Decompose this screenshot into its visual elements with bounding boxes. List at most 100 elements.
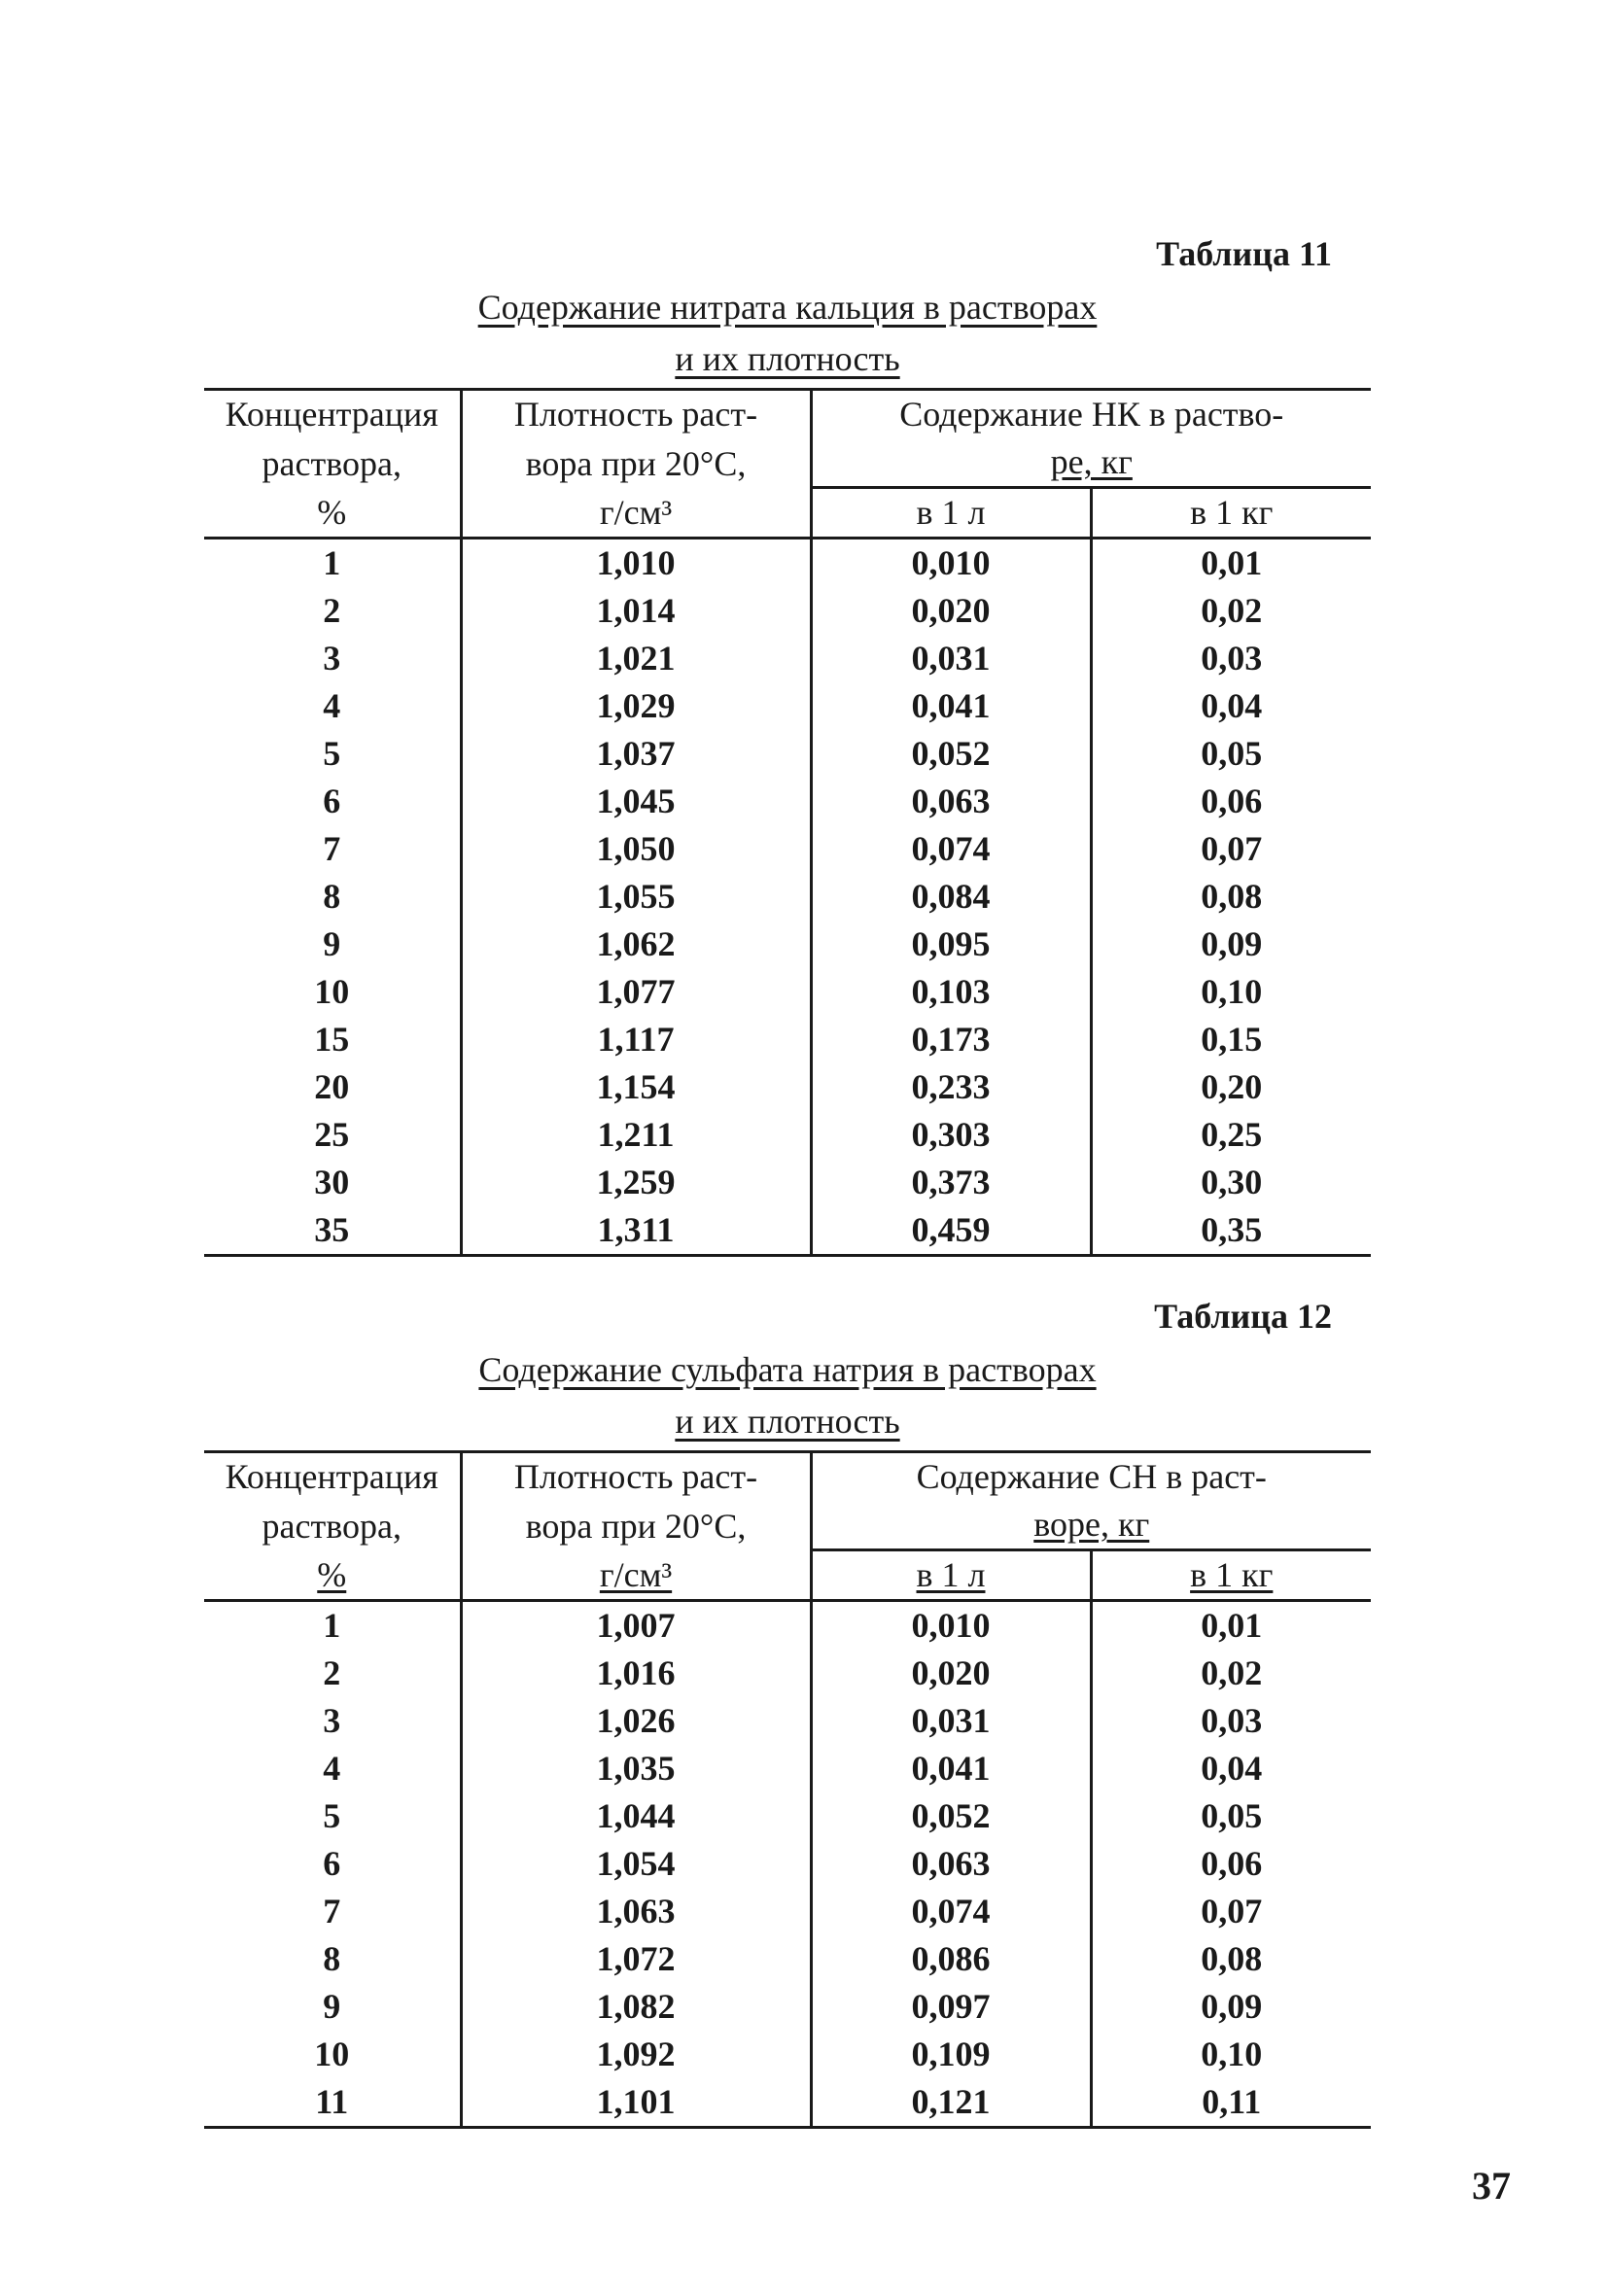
table-cell: 1,211 xyxy=(461,1111,811,1159)
table-cell: 0,103 xyxy=(811,968,1091,1016)
table-cell: 0,04 xyxy=(1091,682,1371,730)
table-cell: 0,04 xyxy=(1091,1745,1371,1792)
table-12: Концентрация Плотность раст- Содержание … xyxy=(204,1450,1371,2129)
table-cell: 1,026 xyxy=(461,1697,811,1745)
table-cell: 0,03 xyxy=(1091,635,1371,682)
table-cell: 0,010 xyxy=(811,539,1091,588)
table-cell: 0,09 xyxy=(1091,921,1371,968)
table-cell: 0,01 xyxy=(1091,539,1371,588)
col-header: Плотность раст- xyxy=(461,390,811,439)
table-cell: 7 xyxy=(204,825,461,873)
table-cell: 9 xyxy=(204,921,461,968)
table-cell: 1,063 xyxy=(461,1888,811,1935)
table-cell: 0,052 xyxy=(811,1792,1091,1840)
table-cell: 6 xyxy=(204,1840,461,1888)
col-header: г/см³ xyxy=(461,1550,811,1601)
table-cell: 1,072 xyxy=(461,1935,811,1983)
table-cell: 1,054 xyxy=(461,1840,811,1888)
table-cell: 0,086 xyxy=(811,1935,1091,1983)
col-subheader: в 1 л xyxy=(811,488,1091,539)
table-cell: 5 xyxy=(204,1792,461,1840)
table-cell: 1,044 xyxy=(461,1792,811,1840)
table-cell: 1,154 xyxy=(461,1063,811,1111)
col-subheader: в 1 кг xyxy=(1091,488,1371,539)
col-header: ре, кг xyxy=(811,438,1371,488)
table-cell: 10 xyxy=(204,2031,461,2078)
table-cell: 0,06 xyxy=(1091,778,1371,825)
table-cell: 0,08 xyxy=(1091,1935,1371,1983)
table-cell: 1 xyxy=(204,1601,461,1651)
col-header: Концентрация xyxy=(204,390,461,439)
table-cell: 0,07 xyxy=(1091,1888,1371,1935)
table-cell: 1,062 xyxy=(461,921,811,968)
table-cell: 0,020 xyxy=(811,587,1091,635)
table-cell: 0,15 xyxy=(1091,1016,1371,1063)
table-cell: 1,007 xyxy=(461,1601,811,1651)
table-cell: 7 xyxy=(204,1888,461,1935)
col-header: раствора, xyxy=(204,1501,461,1550)
table-cell: 0,06 xyxy=(1091,1840,1371,1888)
table-cell: 8 xyxy=(204,873,461,921)
col-subheader: в 1 кг xyxy=(1091,1550,1371,1601)
table-cell: 0,02 xyxy=(1091,1650,1371,1697)
col-header: Плотность раст- xyxy=(461,1452,811,1502)
table-cell: 0,074 xyxy=(811,825,1091,873)
table-cell: 1,055 xyxy=(461,873,811,921)
table-cell: 15 xyxy=(204,1016,461,1063)
table-cell: 1,014 xyxy=(461,587,811,635)
col-header: % xyxy=(204,1550,461,1601)
table-cell: 0,074 xyxy=(811,1888,1091,1935)
table-cell: 2 xyxy=(204,587,461,635)
table-11: Концентрация Плотность раст- Содержание … xyxy=(204,388,1371,1257)
table-cell: 0,08 xyxy=(1091,873,1371,921)
table-cell: 0,11 xyxy=(1091,2078,1371,2128)
table-cell: 1,050 xyxy=(461,825,811,873)
col-header: % xyxy=(204,488,461,539)
table-cell: 1 xyxy=(204,539,461,588)
table-cell: 0,01 xyxy=(1091,1601,1371,1651)
table-cell: 0,031 xyxy=(811,635,1091,682)
table-cell: 0,097 xyxy=(811,1983,1091,2031)
table-cell: 2 xyxy=(204,1650,461,1697)
table-cell: 1,029 xyxy=(461,682,811,730)
table-cell: 0,10 xyxy=(1091,968,1371,1016)
table-cell: 0,35 xyxy=(1091,1206,1371,1256)
table-cell: 1,101 xyxy=(461,2078,811,2128)
table-cell: 0,063 xyxy=(811,1840,1091,1888)
table-cell: 1,021 xyxy=(461,635,811,682)
table-cell: 3 xyxy=(204,635,461,682)
table-cell: 0,010 xyxy=(811,1601,1091,1651)
table-cell: 1,311 xyxy=(461,1206,811,1256)
table-cell: 6 xyxy=(204,778,461,825)
table-cell: 35 xyxy=(204,1206,461,1256)
table-cell: 10 xyxy=(204,968,461,1016)
col-header: г/см³ xyxy=(461,488,811,539)
table-label: Таблица 12 xyxy=(204,1296,1371,1337)
table-cell: 0,173 xyxy=(811,1016,1091,1063)
table-cell: 25 xyxy=(204,1111,461,1159)
table-cell: 1,092 xyxy=(461,2031,811,2078)
table-cell: 0,03 xyxy=(1091,1697,1371,1745)
table-cell: 0,095 xyxy=(811,921,1091,968)
table-cell: 0,02 xyxy=(1091,587,1371,635)
table-cell: 1,016 xyxy=(461,1650,811,1697)
table-cell: 0,041 xyxy=(811,1745,1091,1792)
table-cell: 0,052 xyxy=(811,730,1091,778)
table-cell: 1,037 xyxy=(461,730,811,778)
table-cell: 3 xyxy=(204,1697,461,1745)
table-cell: 0,121 xyxy=(811,2078,1091,2128)
table-cell: 0,05 xyxy=(1091,1792,1371,1840)
table-caption-line: и их плотность xyxy=(204,1398,1371,1445)
col-header: Содержание НК в раство- xyxy=(811,390,1371,439)
table-cell: 1,259 xyxy=(461,1159,811,1206)
table-cell: 0,109 xyxy=(811,2031,1091,2078)
table-cell: 0,031 xyxy=(811,1697,1091,1745)
table-cell: 30 xyxy=(204,1159,461,1206)
col-subheader: в 1 л xyxy=(811,1550,1091,1601)
table-cell: 1,077 xyxy=(461,968,811,1016)
col-header: раствора, xyxy=(204,438,461,488)
table-cell: 8 xyxy=(204,1935,461,1983)
table-cell: 0,09 xyxy=(1091,1983,1371,2031)
table-cell: 0,233 xyxy=(811,1063,1091,1111)
table-cell: 4 xyxy=(204,682,461,730)
